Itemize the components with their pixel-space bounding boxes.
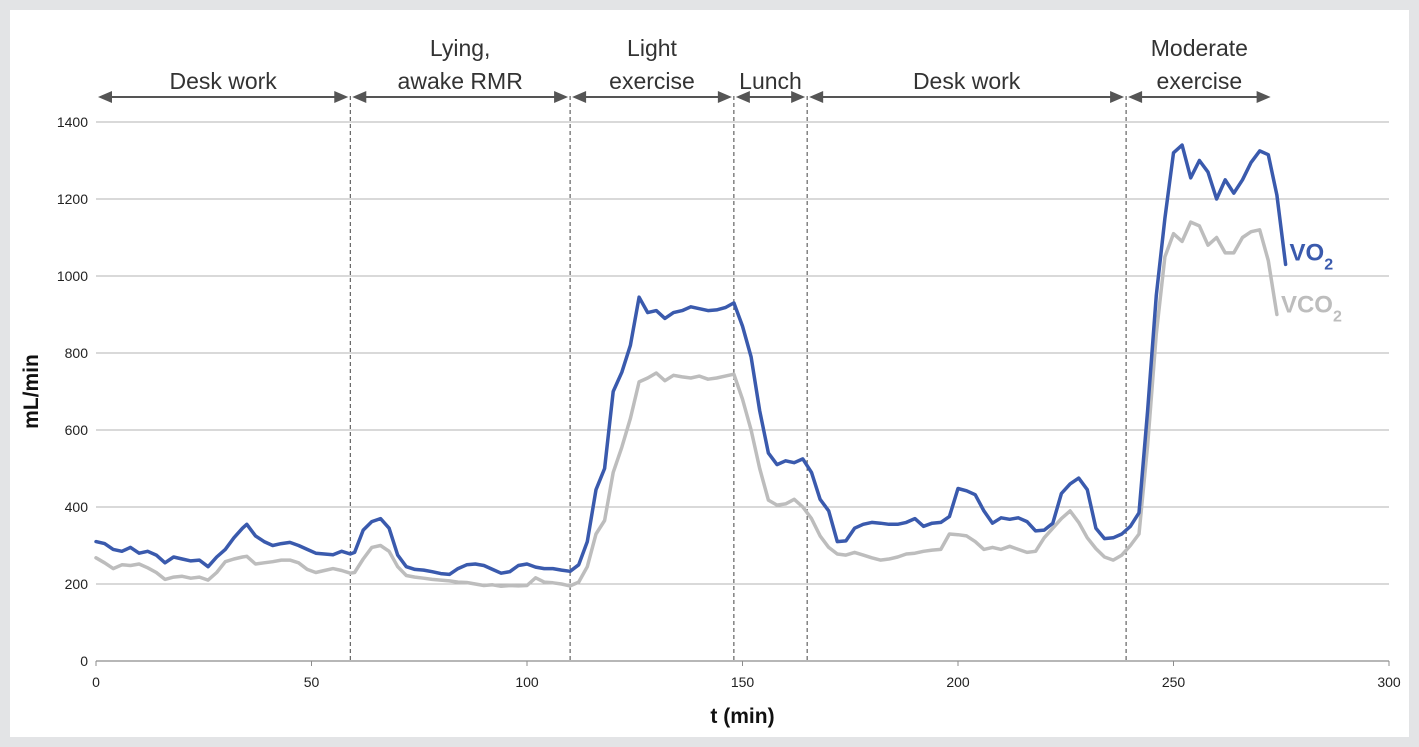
y-tick-label: 800 [65, 345, 89, 361]
phase-label: Light [627, 35, 677, 61]
phase-label: Lying, [430, 35, 491, 61]
x-tick-label: 50 [304, 674, 320, 690]
x-axis-title: t (min) [710, 705, 774, 728]
chart-frame: 0 200 400 600 800 1000 1200 1400 0 50 100 150 200 25… [10, 10, 1409, 737]
series-label-vco2: VCO2 [1281, 292, 1342, 326]
y-tick-label: 0 [80, 653, 88, 669]
series-label-vo2: VO2 [1290, 239, 1334, 273]
phase-arrow [98, 91, 349, 103]
x-tick-label: 100 [515, 674, 539, 690]
y-tick-label: 400 [65, 499, 89, 515]
y-tick-label: 1000 [57, 268, 88, 284]
phase-label: Lunch [739, 68, 802, 94]
x-tick-label: 300 [1377, 674, 1401, 690]
phase-arrow [735, 91, 806, 103]
phase-arrow [572, 91, 732, 103]
series-labels: VO2 VCO2 [1281, 239, 1342, 325]
phase-arrows [98, 91, 1271, 103]
chart: 0 200 400 600 800 1000 1200 1400 0 50 100 150 200 25… [20, 35, 1401, 728]
phase-label: exercise [609, 68, 695, 94]
phase-arrow [352, 91, 569, 103]
y-tick-label: 200 [65, 576, 89, 592]
phase-label: awake RMR [398, 68, 523, 94]
phase-label: exercise [1157, 68, 1243, 94]
y-tick-label: 600 [65, 422, 89, 438]
y-tick-label: 1400 [57, 114, 88, 130]
y-tick-label: 1200 [57, 191, 88, 207]
phase-label: Desk work [913, 68, 1021, 94]
x-tick-label: 200 [946, 674, 970, 690]
y-tick-labels: 0 200 400 600 800 1000 1200 1400 [57, 114, 88, 669]
x-tick-label: 250 [1162, 674, 1186, 690]
phase-labels: Desk work Lying, awake RMR Light exercise Lun… [169, 35, 1247, 94]
y-axis-title: mL/min [20, 354, 43, 429]
x-tick-label: 0 [92, 674, 100, 690]
phase-label: Moderate [1151, 35, 1248, 61]
grid-lines [96, 121, 1389, 585]
series-line-vco2 [94, 220, 1279, 589]
x-tick-labels: 0 50 100 150 200 250 300 [92, 661, 1401, 690]
phase-arrow [1128, 91, 1271, 103]
series-line-vo2 [94, 143, 1288, 577]
x-tick-label: 150 [731, 674, 755, 690]
phase-label: Desk work [169, 68, 277, 94]
series-lines [94, 143, 1288, 589]
phase-boundaries [349, 96, 1127, 661]
phase-arrow [809, 91, 1125, 103]
